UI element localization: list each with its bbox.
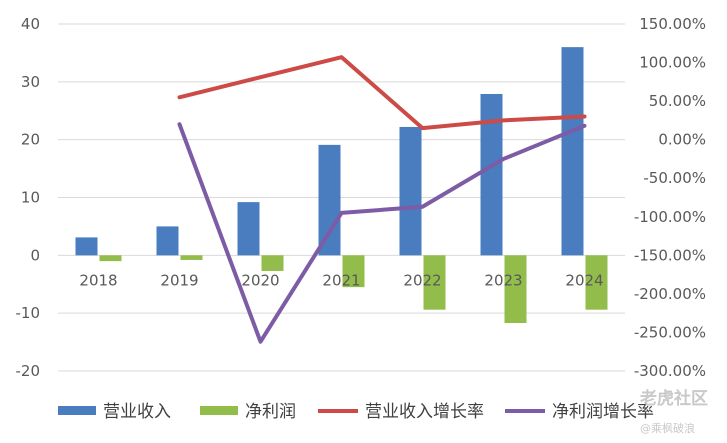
- left-axis-labels: -20 -10 0 10 20 30 40: [16, 15, 41, 380]
- left-axis-tick: 0: [30, 246, 40, 264]
- legend-label: 净利润增长率: [552, 402, 654, 422]
- x-axis-tick: 2024: [565, 271, 603, 289]
- bar-net-profit: [261, 255, 284, 271]
- x-axis-labels: 2018 2019 2020 2021 2022 2023 2024: [79, 271, 603, 289]
- bar-net-profit: [342, 255, 365, 288]
- x-axis-tick: 2023: [484, 271, 522, 289]
- x-axis-tick: 2020: [241, 271, 279, 289]
- legend: 营业收入 净利润 营业收入增长率 净利润增长率: [58, 402, 654, 422]
- x-axis-tick: 2021: [322, 271, 360, 289]
- bar-net-profit: [99, 255, 122, 262]
- legend-label: 营业收入增长率: [365, 402, 484, 422]
- line-net-profit-growth: [177, 122, 587, 344]
- bar-revenue: [156, 226, 179, 256]
- watermark: 老虎社区 @乘枫破浪: [639, 388, 708, 435]
- left-axis-tick: 10: [21, 189, 40, 207]
- legend-swatch: [200, 406, 238, 415]
- legend-swatch: [58, 406, 96, 415]
- bar-revenue: [318, 144, 341, 256]
- legend-label: 净利润: [245, 402, 296, 422]
- right-axis-tick: 0.00%: [658, 131, 706, 149]
- bar-revenue: [561, 47, 584, 256]
- watermark-sub: @乘枫破浪: [640, 421, 695, 435]
- bar-net-profit: [504, 255, 527, 323]
- right-axis-tick: 100.00%: [639, 54, 706, 72]
- line-revenue-growth: [177, 55, 587, 131]
- bars: [75, 47, 608, 323]
- bar-revenue: [237, 202, 260, 256]
- right-axis-tick: -300.00%: [634, 362, 706, 380]
- x-axis-tick: 2019: [160, 271, 198, 289]
- right-axis-tick: -200.00%: [634, 285, 706, 303]
- bar-revenue: [75, 237, 98, 256]
- left-axis-tick: 20: [21, 131, 40, 149]
- bar-net-profit: [585, 255, 608, 310]
- right-axis-tick: 50.00%: [649, 92, 706, 110]
- right-axis-tick: -150.00%: [634, 246, 706, 264]
- x-axis-tick: 2022: [403, 271, 441, 289]
- right-axis-tick: -50.00%: [643, 169, 706, 187]
- left-axis-tick: 40: [21, 15, 40, 33]
- right-axis-tick: -100.00%: [634, 208, 706, 226]
- left-axis-tick: 30: [21, 73, 40, 91]
- watermark-main: 老虎社区: [639, 388, 708, 409]
- bar-revenue: [399, 126, 422, 256]
- left-axis-tick: -10: [16, 304, 41, 322]
- x-axis-tick: 2018: [79, 271, 117, 289]
- bar-net-profit: [423, 255, 446, 310]
- growth-lines: [177, 55, 587, 344]
- bar-net-profit: [180, 255, 203, 260]
- right-axis-tick: -250.00%: [634, 323, 706, 341]
- left-axis-tick: -20: [16, 362, 41, 380]
- bar-revenue: [480, 93, 503, 256]
- right-axis-tick: 150.00%: [639, 15, 706, 33]
- legend-label: 营业收入: [103, 402, 171, 422]
- grid-lines: [58, 23, 625, 372]
- right-axis-labels: -300.00% -250.00% -200.00% -150.00% -100.00%…: [634, 15, 706, 380]
